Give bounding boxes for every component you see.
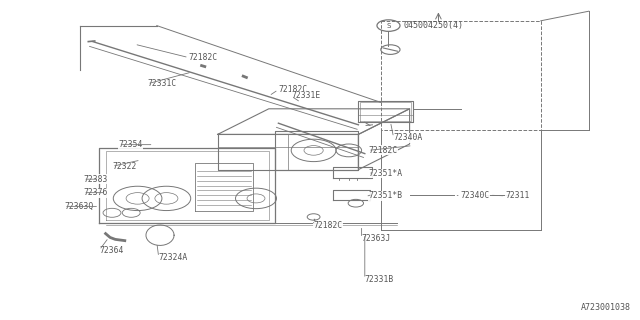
Text: 72351*B: 72351*B bbox=[368, 191, 402, 200]
Text: A723001038: A723001038 bbox=[580, 303, 630, 312]
Text: 72340A: 72340A bbox=[394, 133, 423, 142]
Text: 72324A: 72324A bbox=[159, 253, 188, 262]
Text: 72322: 72322 bbox=[112, 162, 136, 171]
Text: 72364: 72364 bbox=[99, 246, 124, 255]
Text: 045004250(4): 045004250(4) bbox=[404, 21, 464, 30]
Text: 72182C: 72182C bbox=[368, 146, 397, 155]
Text: 72340C: 72340C bbox=[461, 191, 490, 200]
Text: 72331B: 72331B bbox=[365, 275, 394, 284]
Text: S: S bbox=[387, 23, 390, 28]
Text: 72383: 72383 bbox=[83, 175, 108, 184]
Text: 72363J: 72363J bbox=[362, 234, 391, 243]
Text: 72331C: 72331C bbox=[147, 79, 177, 88]
Text: 72182C: 72182C bbox=[314, 221, 343, 230]
Text: 72182C: 72182C bbox=[278, 85, 308, 94]
Text: 72376: 72376 bbox=[83, 188, 108, 197]
Text: 72363Q: 72363Q bbox=[64, 202, 93, 211]
Text: 72354: 72354 bbox=[118, 140, 143, 149]
Text: 72351*A: 72351*A bbox=[368, 169, 402, 178]
Text: 72331E: 72331E bbox=[291, 92, 321, 100]
Text: 72182C: 72182C bbox=[189, 53, 218, 62]
Text: 72311: 72311 bbox=[506, 191, 530, 200]
